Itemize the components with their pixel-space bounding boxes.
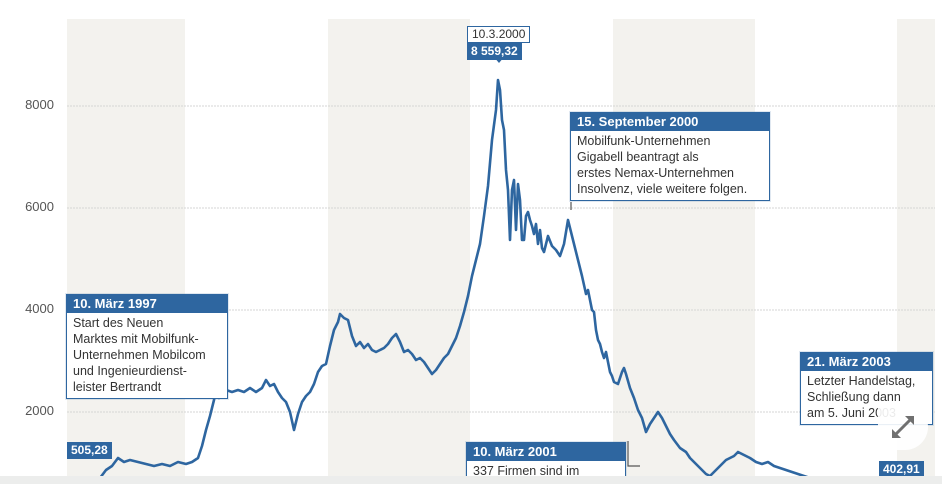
y-tick-2000: 2000	[25, 403, 54, 418]
annotation-firms-body: 337 Firmen sind im	[473, 464, 580, 478]
annotation-gigabell-title: 15. September 2000	[571, 113, 769, 131]
year-bands	[67, 19, 935, 484]
y-tick-6000: 6000	[25, 199, 54, 214]
expand-button[interactable]	[878, 404, 928, 450]
expand-arrows-icon	[892, 416, 914, 438]
annotation-gigabell: 15. September 2000 Mobilfunk-Unternehmen…	[570, 112, 770, 201]
annotation-start-body: Start des Neuen Marktes mit Mobilfunk- U…	[73, 316, 206, 394]
annotation-start: 10. März 1997 Start des Neuen Marktes mi…	[66, 294, 228, 399]
annotation-end-body: Letzter Handelstag, Schließung dann am 5…	[807, 374, 916, 420]
peak-date-label: 10.3.2000	[467, 26, 531, 43]
y-tick-8000: 8000	[25, 97, 54, 112]
annotation-end-title: 21. März 2003	[801, 353, 932, 371]
y-tick-4000: 4000	[25, 301, 54, 316]
annotation-firms-title: 10. März 2001	[467, 443, 625, 461]
annotation-end: 21. März 2003 Letzter Handelstag, Schlie…	[800, 352, 933, 425]
end-value-label: 402,91	[879, 461, 924, 478]
peak-value-label: 8 559,32	[467, 43, 522, 60]
bottom-bar	[0, 476, 942, 484]
annotation-start-title: 10. März 1997	[67, 295, 227, 313]
annotation-gigabell-body: Mobilfunk-Unternehmen Gigabell beantragt…	[577, 134, 748, 196]
start-value-label: 505,28	[67, 442, 112, 459]
index-line	[98, 78, 821, 482]
